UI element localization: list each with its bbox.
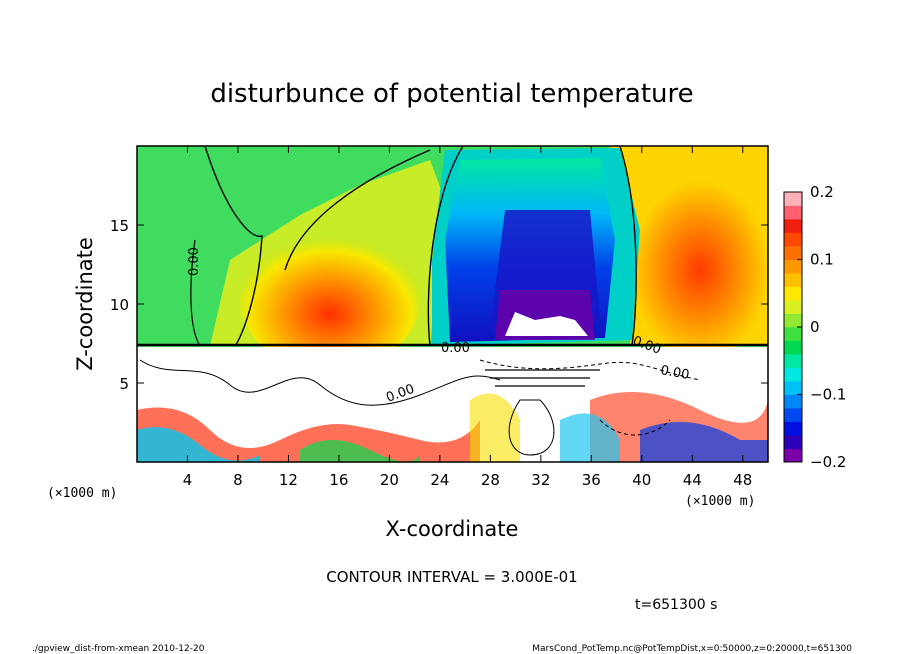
colorbar-segment (784, 192, 802, 206)
x-tick-label: 40 (632, 471, 651, 489)
colorbar-segment (784, 340, 802, 355)
x-tick-label: 16 (329, 471, 348, 489)
colorbar-segment (784, 300, 802, 314)
y-unit-label: (×1000 m) (47, 486, 117, 501)
y-tick-label: 5 (119, 375, 129, 393)
colorbar-tick-label: −0.2 (810, 453, 846, 471)
colorbar-segment (784, 367, 802, 382)
colorbar-segment (784, 354, 802, 368)
y-tick-label: 15 (110, 217, 129, 235)
x-tick-label: 4 (183, 471, 193, 489)
colorbar-segment (784, 313, 802, 328)
y-tick-label: 10 (110, 296, 129, 314)
y-axis-title: Z-coordinate (73, 237, 97, 371)
colorbar-segment (784, 381, 802, 395)
x-tick-label: 48 (733, 471, 752, 489)
time-text: t=651300 s (635, 597, 717, 613)
colorbar-segment (784, 421, 802, 436)
colorbar-tick-label: 0.2 (810, 183, 834, 201)
x-tick-label: 32 (531, 471, 550, 489)
x-tick-label: 8 (233, 471, 243, 489)
colorbar-segment (784, 286, 802, 301)
colorbar-segment (784, 232, 802, 247)
colorbar-segment (784, 408, 802, 422)
colorbar-segment (784, 448, 802, 463)
colorbar-segment (784, 246, 802, 260)
chart-title: disturbunce of potential temperature (210, 79, 693, 109)
colorbar-segment (784, 205, 802, 220)
footer-right: MarsCond_PotTemp.nc@PotTempDist,x=0:5000… (532, 644, 852, 654)
footer-left: ./gpview_dist-from-xmean 2010-12-20 (32, 644, 205, 654)
y-axis: 5 10 15 (110, 217, 768, 393)
x-axis-title: X-coordinate (386, 517, 519, 541)
colorbar: 0.2 0.1 0 −0.1 −0.2 (783, 183, 846, 471)
contour-label: 0.00 (187, 247, 202, 276)
contour-interval-text: CONTOUR INTERVAL = 3.000E-01 (326, 568, 577, 586)
x-unit-label: (×1000 m) (685, 494, 755, 509)
colorbar-tick-label: 0.1 (810, 251, 834, 269)
x-axis: 4 8 12 16 20 24 28 32 36 40 44 48 (183, 146, 752, 489)
colorbar-segment (784, 259, 802, 274)
colorbar-segment (784, 327, 802, 341)
x-tick-label: 24 (430, 471, 449, 489)
colorbar-tick-label: −0.1 (810, 386, 846, 404)
colorbar-segment (784, 219, 802, 233)
colorbar-tick-label: 0 (810, 318, 820, 336)
colorbar-segment (784, 435, 802, 449)
x-tick-label: 44 (683, 471, 702, 489)
x-tick-label: 36 (582, 471, 601, 489)
x-tick-label: 28 (481, 471, 500, 489)
heatmap-field (137, 146, 768, 462)
colorbar-segment (784, 273, 802, 287)
contour-label: 0.00 (659, 363, 690, 383)
x-tick-label: 20 (380, 471, 399, 489)
colorbar-segment (784, 394, 802, 409)
x-tick-label: 12 (279, 471, 298, 489)
contour-label: 0.00 (441, 341, 470, 356)
